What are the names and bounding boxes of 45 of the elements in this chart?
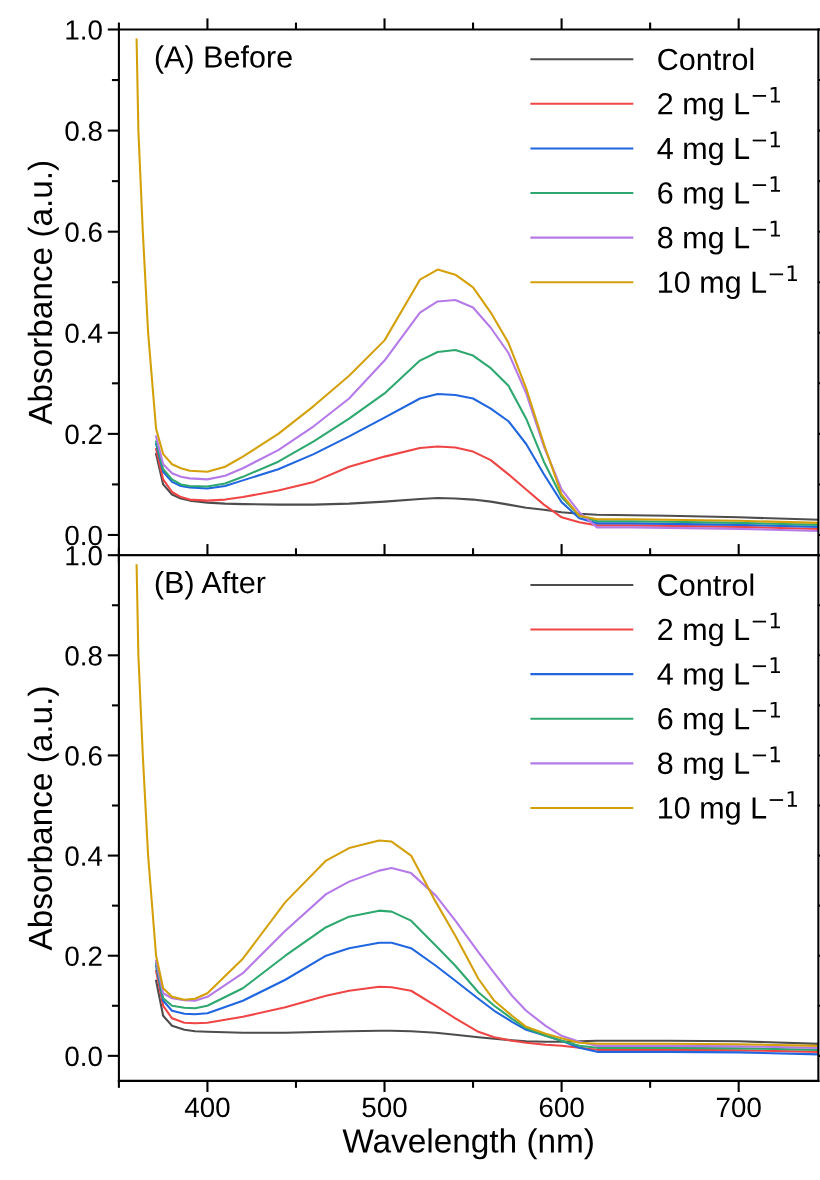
line-series [155, 445, 819, 530]
y-tick-label: 1.0 [66, 545, 102, 566]
y-tick-label: 0.2 [65, 946, 102, 967]
x-tick-label: 700 [716, 1097, 761, 1118]
y-tick-label: 0.2 [65, 424, 102, 445]
y-tick-label: 0.6 [65, 222, 102, 243]
y-tick-label: 1.0 [66, 20, 102, 40]
annotation: (B) After [155, 570, 266, 600]
line-series [155, 392, 819, 528]
legend-label: 6 mg L$^{−1}$ [658, 176, 780, 210]
y-axis-title: Absorbance (a.u.) [27, 687, 59, 951]
y-tick-label: 0.4 [65, 323, 103, 344]
y-axis-title: Absorbance (a.u.) [27, 161, 59, 425]
x-tick-label: 600 [539, 1097, 584, 1118]
line-series [155, 453, 819, 521]
y-tick-label: 0.0 [65, 1046, 102, 1067]
line-series [155, 979, 819, 1045]
legend-label: 4 mg L$^{−1}$ [657, 657, 780, 691]
line-series [155, 298, 819, 532]
legend-label: 8 mg L$^{−1}$ [658, 746, 780, 781]
y-tick-label: 0.0 [65, 525, 102, 546]
y-tick-label: 0.6 [65, 746, 102, 766]
legend-label: 4 mg L$^{−1}$ [657, 131, 780, 166]
legend-label: Control [658, 573, 754, 596]
legend-label: 6 mg L$^{−1}$ [658, 701, 780, 736]
legend-label: 8 mg L$^{−1}$ [658, 220, 780, 255]
line-series [155, 969, 819, 1053]
legend-label: 2 mg L$^{−1}$ [658, 87, 780, 121]
x-axis-title: Wavelength (nm) [342, 1128, 593, 1160]
line-series [155, 348, 819, 526]
x-tick-label: 400 [184, 1097, 230, 1118]
legend-label: 10 mg L$^{−1}$ [659, 791, 797, 825]
line-series [155, 867, 819, 1049]
y-tick-label: 0.4 [65, 846, 103, 866]
x-tick-label: 500 [362, 1097, 407, 1118]
legend-label: 10 mg L$^{−1}$ [659, 265, 797, 300]
line-series [135, 564, 819, 1047]
line-series [155, 941, 819, 1056]
y-tick-label: 0.8 [65, 645, 102, 666]
line-series [135, 38, 819, 524]
y-tick-label: 0.8 [65, 121, 102, 141]
legend-label: 2 mg L$^{−1}$ [658, 612, 780, 647]
annotation: (A) Before [155, 45, 292, 74]
line-series [155, 909, 819, 1051]
legend-label: Control [658, 47, 754, 71]
